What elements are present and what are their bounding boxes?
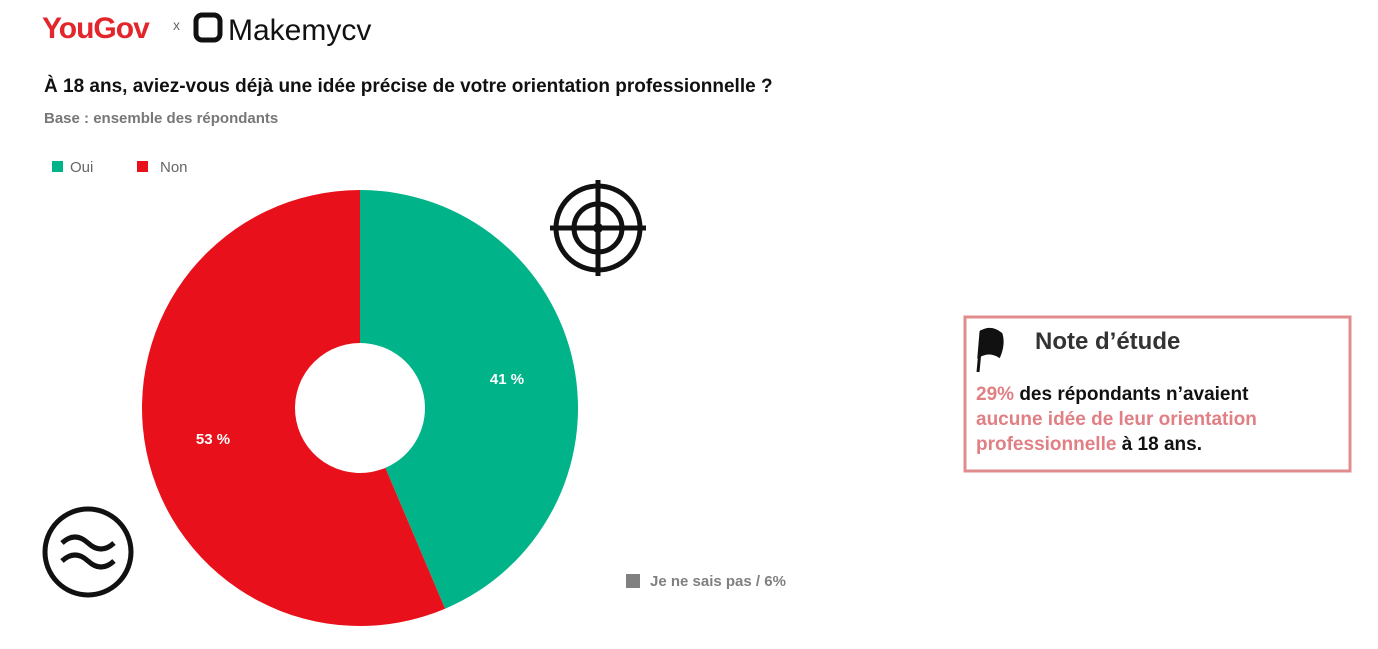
note-highlight: professionnelle xyxy=(976,434,1117,455)
note-text: à 18 ans. xyxy=(1121,434,1202,455)
chart-title: À 18 ans, aviez-vous déjà une idée préci… xyxy=(44,75,773,97)
note-body: 29% des répondants n’avaient aucune idée… xyxy=(976,382,1346,457)
flag-icon xyxy=(976,327,1004,373)
value-label: 41 % xyxy=(490,371,524,388)
annotation-swatch xyxy=(626,574,640,588)
note-line: 29% des répondants n’avaient xyxy=(976,382,1346,407)
legend-label: Non xyxy=(160,159,188,176)
note-highlight: aucune idée de leur orientation xyxy=(976,409,1257,430)
slice xyxy=(141,190,446,626)
brand-makemycv: Makemycv xyxy=(228,14,371,47)
legend-label: Oui xyxy=(70,159,93,176)
brand-yougov: YouGov xyxy=(42,12,150,45)
value-label: 53 % xyxy=(196,431,230,448)
annotation: Je ne sais pas / 6% xyxy=(650,573,786,590)
brand-separator: x xyxy=(173,17,180,33)
chart-subtitle: Base : ensemble des répondants xyxy=(44,110,278,127)
note-box xyxy=(963,315,1352,473)
note-line: professionnelle à 18 ans. xyxy=(976,432,1346,457)
note-line: aucune idée de leur orientation xyxy=(976,407,1346,432)
note-text: des répondants n’avaient xyxy=(1019,384,1249,405)
wave-icon xyxy=(42,506,134,598)
note-highlight: 29% xyxy=(976,384,1015,405)
target-center xyxy=(593,223,603,233)
legend-swatch xyxy=(137,161,148,172)
note-title: Note d’étude xyxy=(1035,328,1180,355)
brand-icon xyxy=(193,12,223,43)
legend-swatch xyxy=(52,161,63,172)
slice xyxy=(360,190,578,609)
